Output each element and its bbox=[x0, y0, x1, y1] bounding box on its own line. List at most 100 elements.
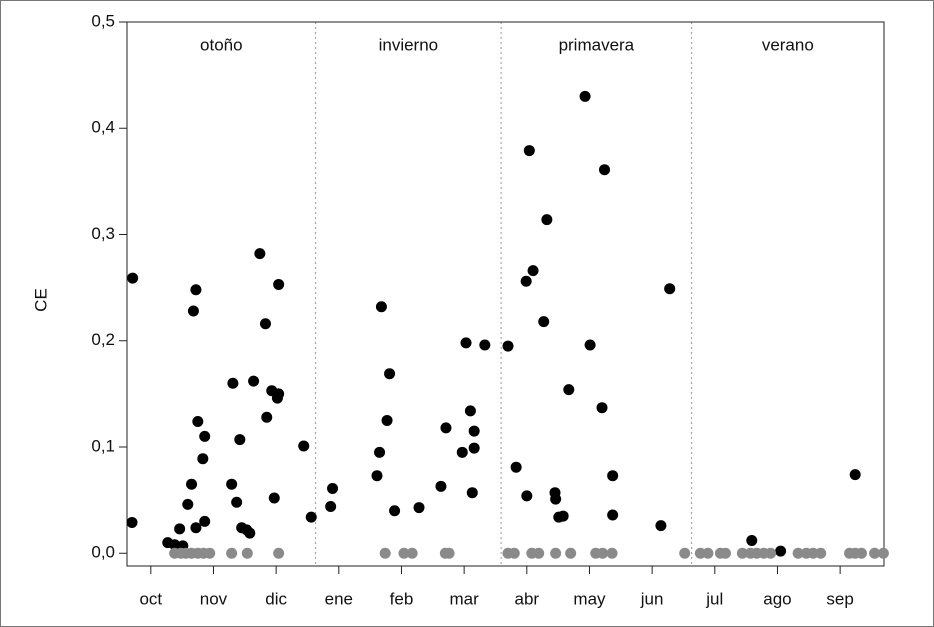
point bbox=[190, 284, 202, 296]
point bbox=[227, 377, 239, 389]
point bbox=[259, 318, 271, 330]
point bbox=[244, 527, 256, 539]
point bbox=[597, 547, 609, 559]
point bbox=[694, 547, 706, 559]
point bbox=[273, 388, 285, 400]
point bbox=[607, 470, 619, 482]
point bbox=[869, 547, 881, 559]
point bbox=[849, 469, 861, 481]
point bbox=[538, 316, 550, 328]
point bbox=[375, 301, 387, 313]
y-tick-label: 0,4 bbox=[91, 118, 115, 137]
season-label: otoño bbox=[200, 35, 243, 54]
point bbox=[435, 480, 447, 492]
point bbox=[226, 547, 238, 559]
point bbox=[607, 509, 619, 521]
point bbox=[877, 547, 889, 559]
point bbox=[268, 492, 280, 504]
point bbox=[231, 496, 243, 508]
x-tick-label: ene bbox=[325, 589, 353, 608]
point bbox=[736, 547, 748, 559]
point bbox=[502, 340, 514, 352]
point bbox=[187, 305, 199, 317]
point bbox=[664, 283, 676, 295]
point bbox=[579, 90, 591, 102]
point bbox=[775, 545, 787, 557]
point bbox=[226, 478, 238, 490]
x-tick-label: feb bbox=[390, 589, 414, 608]
point bbox=[254, 248, 266, 260]
y-tick-label: 0,2 bbox=[91, 330, 115, 349]
point bbox=[440, 422, 452, 434]
point bbox=[443, 547, 455, 559]
point bbox=[815, 547, 827, 559]
point bbox=[807, 547, 819, 559]
x-tick-label: may bbox=[573, 589, 606, 608]
point bbox=[792, 547, 804, 559]
point bbox=[719, 547, 731, 559]
point bbox=[520, 275, 532, 287]
point bbox=[190, 522, 202, 534]
point bbox=[273, 547, 285, 559]
point bbox=[371, 470, 383, 482]
point bbox=[557, 510, 569, 522]
season-label: invierno bbox=[379, 35, 439, 54]
point bbox=[174, 523, 186, 535]
x-tick-label: abr bbox=[515, 589, 540, 608]
point bbox=[702, 547, 714, 559]
point bbox=[273, 278, 285, 290]
point bbox=[305, 511, 317, 523]
point bbox=[199, 515, 211, 527]
x-tick-label: dic bbox=[265, 589, 287, 608]
x-tick-label: sep bbox=[826, 589, 853, 608]
point bbox=[765, 547, 777, 559]
point bbox=[584, 339, 596, 351]
x-tick-label: jul bbox=[705, 589, 723, 608]
y-tick-label: 0,3 bbox=[91, 224, 115, 243]
point bbox=[746, 535, 758, 546]
x-tick-label: nov bbox=[200, 589, 228, 608]
y-axis-label: CE bbox=[31, 288, 50, 312]
point bbox=[550, 493, 562, 505]
point bbox=[325, 501, 337, 512]
point bbox=[460, 337, 472, 349]
season-label: primavera bbox=[559, 35, 635, 54]
point bbox=[127, 272, 139, 284]
point bbox=[606, 547, 618, 559]
point bbox=[381, 414, 393, 426]
point bbox=[464, 405, 476, 417]
point bbox=[199, 430, 211, 442]
point bbox=[197, 453, 209, 465]
point bbox=[182, 498, 194, 510]
season-label: verano bbox=[762, 35, 814, 54]
point bbox=[550, 547, 562, 559]
point bbox=[599, 164, 611, 176]
x-tick-label: oct bbox=[139, 589, 162, 608]
point bbox=[521, 490, 533, 502]
point bbox=[248, 375, 260, 387]
point bbox=[126, 516, 138, 528]
point bbox=[596, 402, 608, 414]
point bbox=[479, 339, 491, 351]
point bbox=[204, 547, 216, 559]
point bbox=[468, 425, 480, 437]
point bbox=[192, 416, 204, 427]
point bbox=[855, 547, 867, 559]
x-tick-label: mar bbox=[450, 589, 480, 608]
x-tick-label: jun bbox=[640, 589, 664, 608]
point bbox=[510, 461, 522, 473]
point bbox=[241, 547, 253, 559]
point bbox=[468, 442, 480, 454]
point bbox=[523, 145, 535, 157]
point bbox=[527, 265, 539, 277]
point bbox=[261, 411, 273, 423]
point bbox=[398, 547, 410, 559]
y-tick-label: 0,0 bbox=[91, 543, 115, 562]
point bbox=[466, 487, 478, 499]
plot-frame bbox=[126, 21, 885, 567]
point bbox=[655, 520, 667, 532]
y-tick-label: 0,5 bbox=[91, 11, 115, 30]
point bbox=[563, 384, 575, 396]
point bbox=[413, 502, 425, 514]
